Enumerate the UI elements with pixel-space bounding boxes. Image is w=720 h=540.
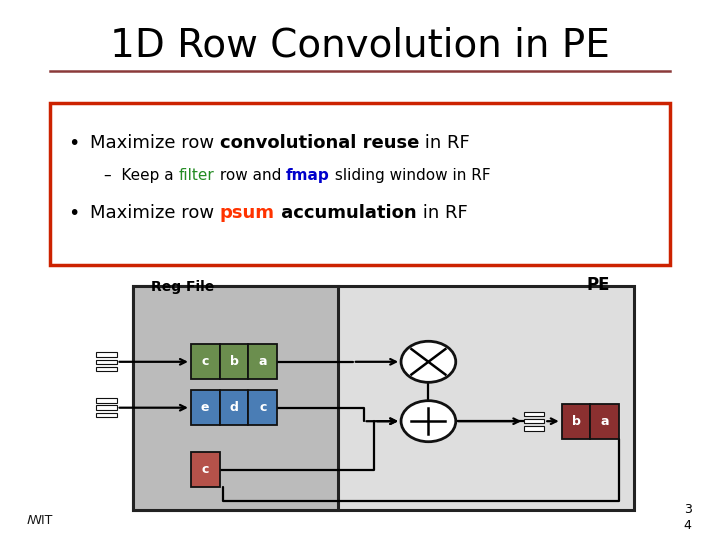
Bar: [96, 398, 117, 402]
Text: d: d: [230, 401, 238, 414]
Bar: [248, 345, 277, 379]
Bar: [220, 390, 248, 426]
Text: row and: row and: [215, 168, 286, 183]
Text: 4: 4: [684, 519, 691, 532]
Bar: [524, 419, 544, 423]
Text: fmap: fmap: [286, 168, 330, 183]
Text: sliding window in RF: sliding window in RF: [330, 168, 490, 183]
Bar: [96, 413, 117, 417]
Bar: [191, 390, 220, 426]
Text: in RF: in RF: [419, 134, 470, 152]
Text: Reg File: Reg File: [151, 280, 215, 294]
Text: 1D Row Convolution in PE: 1D Row Convolution in PE: [110, 27, 610, 65]
Bar: [191, 453, 220, 487]
Text: –  Keep a: – Keep a: [104, 168, 179, 183]
Text: e: e: [201, 401, 210, 414]
Text: c: c: [259, 401, 266, 414]
Text: in RF: in RF: [416, 204, 467, 222]
Circle shape: [401, 341, 456, 382]
Circle shape: [401, 401, 456, 442]
Text: psum: psum: [220, 204, 275, 222]
Text: 3: 3: [684, 503, 691, 516]
Text: a: a: [600, 415, 609, 428]
Text: •: •: [68, 133, 80, 153]
Text: b: b: [230, 355, 238, 368]
Bar: [191, 345, 220, 379]
Bar: [590, 404, 619, 438]
Bar: [524, 411, 544, 416]
Bar: [133, 286, 338, 510]
Bar: [96, 360, 117, 364]
Bar: [524, 427, 544, 431]
Text: c: c: [202, 463, 209, 476]
Text: PE: PE: [587, 276, 611, 294]
Bar: [96, 352, 117, 356]
Text: Maximize row: Maximize row: [90, 204, 220, 222]
Text: a: a: [258, 355, 267, 368]
Text: b: b: [572, 415, 580, 428]
Bar: [50, 103, 670, 265]
Bar: [96, 406, 117, 410]
Text: ꟿIT: ꟿIT: [27, 514, 53, 526]
Bar: [248, 390, 277, 426]
Bar: [133, 286, 634, 510]
Text: Maximize row: Maximize row: [90, 134, 220, 152]
Text: filter: filter: [179, 168, 215, 183]
Bar: [220, 345, 248, 379]
Text: •: •: [68, 204, 80, 223]
Bar: [96, 367, 117, 372]
Text: accumulation: accumulation: [275, 204, 416, 222]
Bar: [562, 404, 590, 438]
Text: convolutional reuse: convolutional reuse: [220, 134, 419, 152]
Text: c: c: [202, 355, 209, 368]
